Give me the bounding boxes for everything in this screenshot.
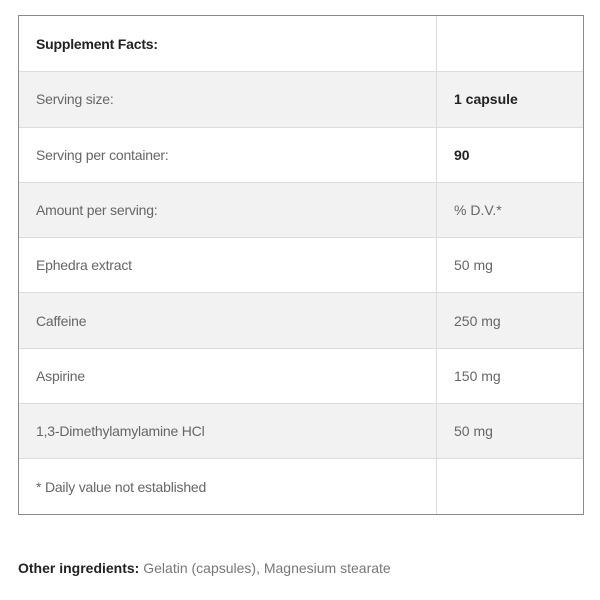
- row-value: 150 mg: [454, 367, 501, 384]
- row-label: 1,3-Dimethylamylamine HCl: [19, 404, 437, 459]
- row-value: 250 mg: [454, 312, 501, 329]
- row-label: Amount per serving:: [19, 182, 437, 238]
- row-label: Serving per container:: [19, 127, 437, 182]
- table-row: 1,3-Dimethylamylamine HCl 50 mg: [19, 403, 583, 459]
- table-header-row: Supplement Facts:: [19, 16, 583, 72]
- row-label: Serving size:: [19, 72, 437, 127]
- row-value: 90: [454, 146, 470, 163]
- table-title: Supplement Facts:: [19, 16, 437, 72]
- table-row: Ephedra extract 50 mg: [19, 237, 583, 293]
- row-value: 50 mg: [454, 423, 493, 440]
- other-ingredients-text: Gelatin (capsules), Magnesium stearate: [143, 560, 391, 576]
- other-ingredients-label: Other ingredients:: [18, 560, 140, 576]
- row-label: Ephedra extract: [19, 238, 437, 293]
- empty-cell: [437, 16, 583, 71]
- table-row: Serving size: 1 capsule: [19, 71, 583, 127]
- footnote: * Daily value not established: [19, 459, 437, 514]
- row-value: % D.V.*: [454, 202, 502, 219]
- row-label: Aspirine: [19, 348, 437, 404]
- table-row: Amount per serving: % D.V.*: [19, 181, 583, 238]
- row-label: Caffeine: [19, 293, 437, 348]
- row-value: [437, 459, 583, 513]
- supplement-facts-table: Supplement Facts: Serving size: 1 capsul…: [18, 15, 584, 515]
- table-row: Serving per container: 90: [19, 126, 583, 182]
- row-value: 1 capsule: [454, 91, 518, 108]
- table-footnote-row: * Daily value not established: [19, 458, 583, 514]
- table-row: Aspirine 150 mg: [19, 347, 583, 404]
- other-ingredients: Other ingredients: Gelatin (capsules), M…: [18, 560, 391, 576]
- table-row: Caffeine 250 mg: [19, 292, 583, 348]
- row-value: 50 mg: [454, 257, 493, 274]
